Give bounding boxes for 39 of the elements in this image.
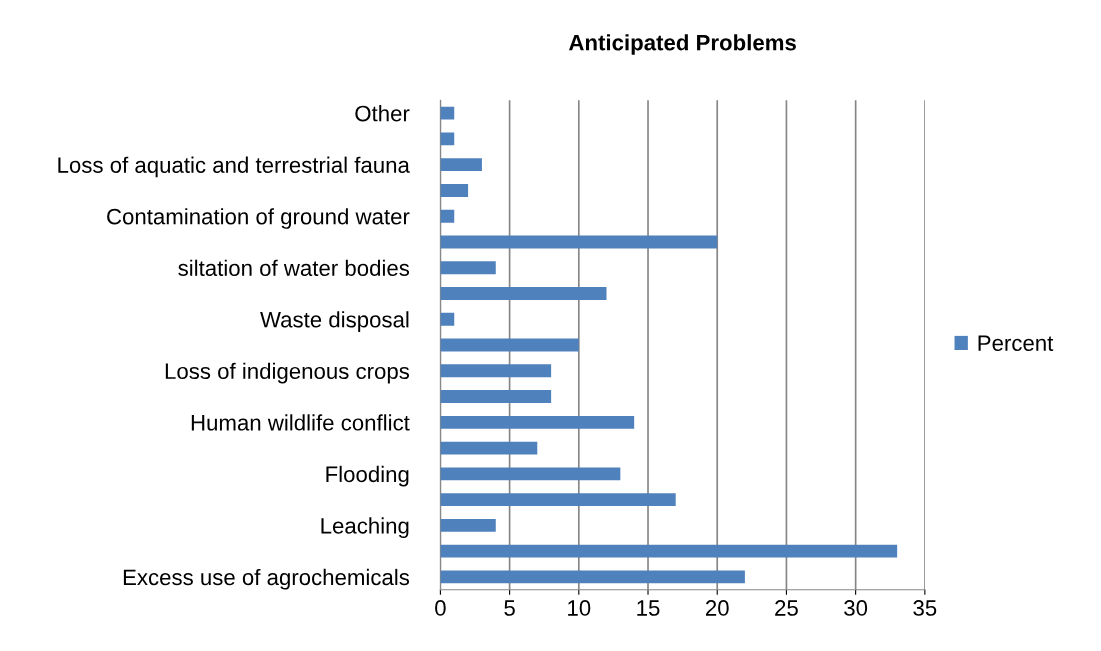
- bar: [440, 235, 718, 249]
- bar: [440, 441, 538, 455]
- x-tick-label: 20: [705, 600, 729, 616]
- bar: [440, 312, 455, 326]
- y-tick-label: Flooding: [326, 465, 409, 487]
- x-tick-label: 35: [913, 600, 937, 616]
- bar: [440, 390, 552, 403]
- bar: [440, 183, 469, 197]
- x-tick-label: 15: [637, 600, 660, 616]
- x-tick-label: 10: [568, 600, 591, 616]
- y-tick-label: Leaching: [321, 517, 409, 539]
- bar: [440, 493, 676, 507]
- y-tick-label: Waste disposal: [260, 311, 409, 332]
- bar: [440, 467, 621, 481]
- x-tick-label: 30: [844, 600, 868, 616]
- bar: [440, 261, 496, 275]
- bar: [440, 106, 455, 120]
- bar: [440, 209, 455, 223]
- bar: [440, 364, 552, 378]
- y-tick-label: siltation of water bodies: [178, 259, 410, 276]
- bar: [440, 570, 745, 584]
- bar: [440, 518, 496, 532]
- y-tick-label: Loss of aquatic and terrestrial fauna: [58, 156, 410, 178]
- chart-title: Anticipated Problems: [568, 34, 796, 55]
- bar: [440, 287, 607, 300]
- y-tick-label: Contamination of ground water: [107, 208, 410, 229]
- y-tick-label: Human wildlife conflict: [191, 414, 410, 431]
- y-tick-label: Excess use of agrochemicals: [123, 568, 410, 590]
- legend-label: Percent: [978, 335, 1054, 351]
- y-tick-label: Loss of indigenous crops: [165, 362, 410, 384]
- x-tick-label: 0: [435, 600, 446, 616]
- bar: [440, 132, 455, 146]
- x-tick-label: 25: [775, 600, 798, 616]
- bar: [440, 338, 579, 352]
- bar: [440, 158, 482, 172]
- y-tick-label: Other: [355, 105, 410, 122]
- x-tick-label: 5: [504, 600, 515, 616]
- bar: [440, 415, 635, 429]
- bar: [440, 544, 898, 558]
